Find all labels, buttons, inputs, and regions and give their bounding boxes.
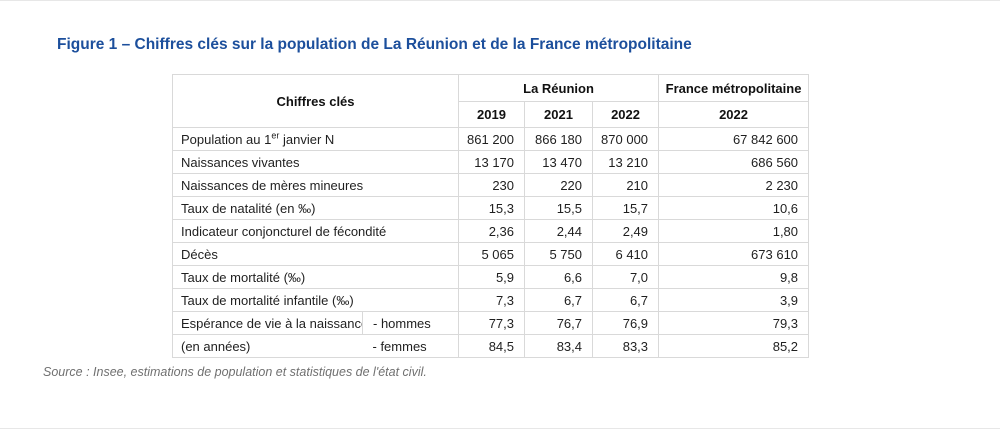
year-header-france-2022: 2022 [658, 101, 810, 128]
table-row-naissances-meres-mineures: Naissances de mères mineures 230 220 210… [171, 173, 810, 197]
row-label-text: janvier N [279, 131, 335, 147]
table-row-esperance-vie-hommes: Espérance de vie à la naissance : - homm… [172, 311, 810, 335]
cell-value: 83,4 [524, 334, 594, 358]
row-sublabel-hommes: - hommes [361, 311, 460, 335]
cell-value: 3,9 [658, 288, 810, 312]
cell-value: 79,3 [658, 311, 810, 335]
key-figures-table: Chiffres clés La Réunion France métropol… [171, 74, 810, 358]
cell-value: 13 470 [524, 150, 594, 174]
row-label: Naissances de mères mineures [171, 173, 460, 197]
year-header-2019: 2019 [458, 101, 526, 128]
table-row-taux-mortalite-infantile: Taux de mortalité infantile (‰) 7,3 6,7 … [171, 288, 810, 312]
cell-value: 2,36 [458, 219, 526, 243]
row-label: Naissances vivantes [171, 150, 460, 174]
cell-value: 2 230 [658, 173, 810, 197]
cell-value: 210 [592, 173, 660, 197]
row-label: Décès [171, 242, 460, 266]
cell-value: 76,7 [524, 311, 594, 335]
cell-value: 5 750 [524, 242, 594, 266]
cell-value: 7,0 [592, 265, 660, 289]
cell-value: 6 410 [592, 242, 660, 266]
cell-value: 1,80 [658, 219, 810, 243]
population-table: Chiffres clés La Réunion France métropol… [171, 74, 810, 358]
row-label: (en années) [172, 334, 363, 358]
cell-value: 870 000 [592, 127, 660, 151]
cell-value: 77,3 [458, 311, 526, 335]
cell-value: 230 [458, 173, 526, 197]
table-row-deces: Décès 5 065 5 750 6 410 673 610 [171, 242, 810, 266]
row-label: Indicateur conjoncturel de fécondité [171, 219, 460, 243]
cell-value: 84,5 [458, 334, 526, 358]
cell-value: 83,3 [592, 334, 660, 358]
cell-value: 15,5 [524, 196, 594, 220]
year-header-2021: 2021 [524, 101, 594, 128]
superscript-er: er [271, 130, 280, 141]
year-header-2022: 2022 [592, 101, 660, 128]
row-label-text: Population au 1 [181, 131, 272, 147]
group-header-la-reunion: La Réunion [458, 74, 660, 102]
row-sublabel-femmes: - femmes [362, 334, 460, 358]
cell-value: 866 180 [524, 127, 594, 151]
corner-header: Chiffres clés [171, 74, 460, 128]
cell-value: 861 200 [458, 127, 526, 151]
cell-value: 686 560 [658, 150, 810, 174]
cell-value: 13 170 [458, 150, 526, 174]
cell-value: 5 065 [458, 242, 526, 266]
cell-value: 673 610 [658, 242, 810, 266]
table-row-naissances-vivantes: Naissances vivantes 13 170 13 470 13 210… [171, 150, 810, 174]
table-row-indicateur-fecondite: Indicateur conjoncturel de fécondité 2,3… [171, 219, 810, 243]
year-header-row: 2019 2021 2022 2022 [173, 101, 810, 128]
table-row-taux-mortalite: Taux de mortalité (‰) 5,9 6,6 7,0 9,8 [171, 265, 810, 289]
cell-value: 6,7 [592, 288, 660, 312]
cell-value: 6,7 [524, 288, 594, 312]
cell-value: 5,9 [458, 265, 526, 289]
cell-value: 85,2 [658, 334, 810, 358]
cell-value: 10,6 [658, 196, 810, 220]
table-row-esperance-vie-femmes: (en années) - femmes 84,5 83,4 83,3 85,2 [172, 334, 810, 358]
cell-value: 2,49 [592, 219, 660, 243]
cell-value: 6,6 [524, 265, 594, 289]
cell-value: 15,3 [458, 196, 526, 220]
group-header-france-metropolitaine: France métropolitaine [658, 74, 810, 102]
table-row-taux-natalite: Taux de natalité (en ‰) 15,3 15,5 15,7 1… [171, 196, 810, 220]
table-row-population: Population au 1er janvier N 861 200 866 … [171, 127, 810, 151]
group-header-row: Chiffres clés La Réunion France métropol… [171, 74, 810, 128]
row-label: Espérance de vie à la naissance : [172, 311, 363, 335]
row-label: Taux de mortalité infantile (‰) [171, 288, 460, 312]
row-label: Population au 1er janvier N [171, 127, 460, 151]
cell-value: 220 [524, 173, 594, 197]
cell-value: 13 210 [592, 150, 660, 174]
row-label: Taux de mortalité (‰) [171, 265, 460, 289]
cell-value: 9,8 [658, 265, 810, 289]
cell-value: 2,44 [524, 219, 594, 243]
cell-value: 15,7 [592, 196, 660, 220]
source-note: Source : Insee, estimations de populatio… [43, 365, 427, 379]
cell-value: 76,9 [592, 311, 660, 335]
cell-value: 7,3 [458, 288, 526, 312]
figure-title: Figure 1 – Chiffres clés sur la populati… [57, 36, 692, 53]
row-label: Taux de natalité (en ‰) [171, 196, 460, 220]
cell-value: 67 842 600 [658, 127, 810, 151]
